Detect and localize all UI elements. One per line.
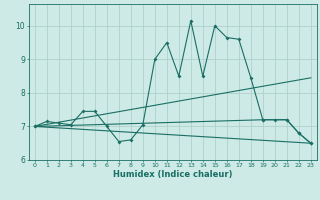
X-axis label: Humidex (Indice chaleur): Humidex (Indice chaleur) [113,170,233,179]
